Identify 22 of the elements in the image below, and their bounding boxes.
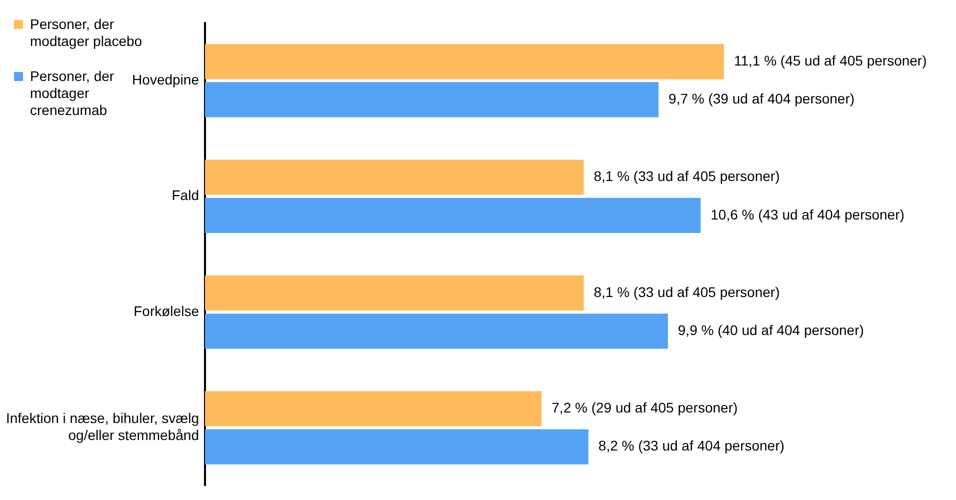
data-label: 11,1 % (45 ud af 405 personer) bbox=[734, 52, 927, 68]
data-label: 10,6 % (43 ud af 404 personer) bbox=[710, 206, 904, 222]
bar bbox=[204, 44, 724, 80]
bar bbox=[204, 391, 542, 426]
legend-label: Personer, der modtager placebo bbox=[30, 16, 144, 50]
bar bbox=[204, 314, 668, 349]
bar bbox=[204, 160, 584, 195]
data-label: 9,7 % (39 ud af 404 personer) bbox=[668, 90, 855, 107]
y-tick-label: Forkølelse bbox=[134, 302, 200, 319]
legend-label: Personer, der modtager crenezumab bbox=[30, 68, 114, 118]
data-label: 7,2 % (29 ud af 405 personer) bbox=[552, 400, 738, 416]
bar bbox=[204, 429, 588, 464]
data-label: 8,1 % (33 ud af 405 personer) bbox=[594, 284, 780, 300]
data-label: 8,2 % (33 ud af 404 personer) bbox=[598, 438, 784, 454]
y-tick-label: Infektion i næse, bihuler, svælg og/eller stemmebånd bbox=[6, 410, 199, 444]
bar bbox=[204, 82, 659, 118]
data-label: 8,1 % (33 ud af 405 personer) bbox=[594, 168, 780, 184]
bar bbox=[204, 198, 701, 234]
data-label: 9,9 % (40 ud af 404 personer) bbox=[678, 322, 864, 338]
y-tick-label: Fald bbox=[172, 187, 199, 204]
y-tick-label: Hovedpine bbox=[132, 72, 200, 88]
bar bbox=[204, 275, 584, 311]
